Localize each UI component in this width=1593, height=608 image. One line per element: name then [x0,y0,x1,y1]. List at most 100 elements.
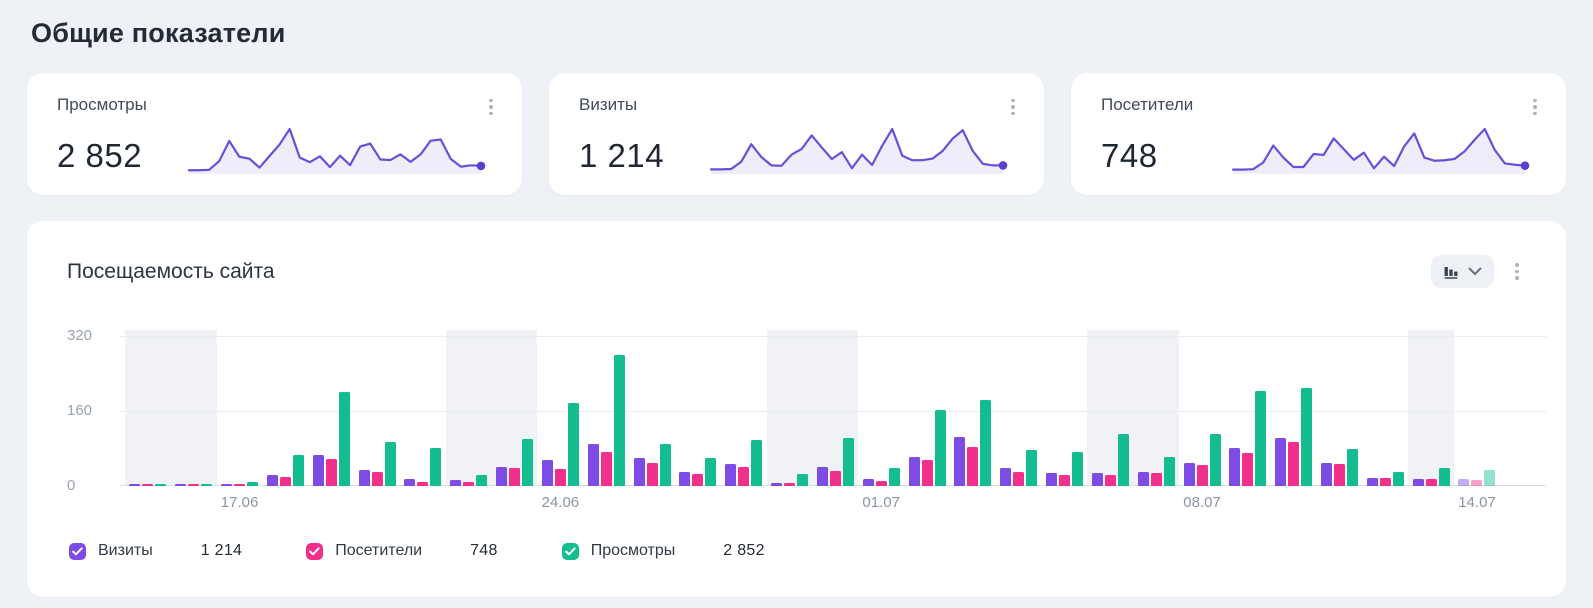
kebab-menu-icon[interactable] [1004,97,1022,117]
bar [1150,473,1162,486]
bar-group-17.06 [221,482,259,486]
bar [338,392,350,486]
bar [784,483,796,486]
bar [129,484,141,486]
bar [1137,471,1149,486]
chevron-down-icon [1468,267,1482,276]
bar-group-22.06 [450,475,488,486]
bar [725,464,737,486]
legend-visits-value: 1 214 [200,542,243,559]
bar [1484,470,1496,486]
bar-group-11.07 [1320,448,1358,486]
card-visitors-label: Посетители [1101,95,1194,114]
bar-group-13.07 [1412,468,1450,486]
chart-title: Посещаемость сайта [67,259,275,283]
checkbox-checked-icon[interactable] [69,542,86,560]
legend-item-visits[interactable]: Визиты 1 214 [69,542,242,560]
legend-views-label: Просмотры [590,542,676,559]
bar [201,483,213,486]
bar [875,480,887,486]
bar [476,475,488,486]
bar [1242,453,1254,486]
bar [371,471,383,486]
x-tick-label: 01.07 [862,494,900,511]
views-sparkline [187,127,486,174]
legend-visitors-label: Посетители [335,542,423,559]
x-tick-label: 14.07 [1458,494,1496,511]
bar [1046,473,1057,486]
kebab-menu-icon[interactable] [1526,97,1544,117]
bar [751,440,763,486]
bar [234,484,246,486]
bar-group-03.07 [954,400,992,486]
bar [554,469,566,486]
bar [142,484,154,486]
card-visits-value: 1 214 [579,137,665,174]
page-title: Общие показатели [31,18,286,48]
checkbox-checked-icon[interactable] [561,542,579,560]
legend-item-visitors[interactable]: Посетители 748 [306,542,497,560]
bar-group-24.06 [541,403,579,486]
bar [266,475,278,486]
bar [679,471,691,486]
bar [1275,438,1287,486]
chart-type-select[interactable] [1431,255,1494,288]
bar [567,403,579,486]
legend-views-value: 2 852 [723,542,765,559]
bar [659,444,671,486]
bar-group-21.06 [404,447,442,486]
bar [404,479,416,486]
kebab-menu-icon[interactable] [1508,262,1526,282]
summary-card-visitors: Посетители 748 [1071,73,1566,195]
bar [1013,471,1025,486]
kebab-menu-icon[interactable] [482,97,500,117]
bar-group-12.07 [1366,472,1404,486]
bar [1458,479,1470,486]
weekend-band [1408,330,1455,486]
bar [221,483,233,486]
bar-group-08.07 [1183,434,1221,486]
x-tick-label: 17.06 [220,494,259,511]
y-tick-label: 160 [67,402,93,419]
bar-group-09.07 [1229,391,1267,486]
bar [888,467,900,486]
bar [738,466,750,486]
bar-group-01.07 [862,467,900,486]
gridline [120,411,1546,412]
bar-group-04.07 [1000,449,1038,486]
bar [247,482,259,486]
bar [188,484,200,486]
bar [692,474,704,486]
legend-item-views[interactable]: Просмотры 2 852 [561,542,765,560]
bar [908,456,920,486]
summary-card-views: Просмотры 2 852 [27,73,522,195]
bar [1072,451,1083,486]
bar [1163,457,1175,486]
bar [1392,472,1404,486]
bar [279,477,291,486]
bar-group-26.06 [633,444,671,486]
y-tick-label: 0 [67,477,76,494]
bar-group-06.07 [1091,434,1129,486]
bar [175,484,187,486]
bar [1425,479,1437,486]
bar [1346,448,1358,486]
bar [587,444,599,486]
bar [1301,387,1313,486]
bar [1333,464,1345,486]
bar [1471,480,1483,486]
card-visits-label: Визиты [579,95,638,114]
bar [1209,434,1221,486]
weekend-band [445,330,492,486]
bar [1026,449,1038,486]
bar [1412,479,1424,486]
bar [1366,477,1378,486]
bar [430,447,442,486]
checkbox-checked-icon[interactable] [306,542,324,560]
bar-group-19.06 [312,392,350,486]
bar-group-20.06 [358,441,396,486]
weekend-band [125,330,171,486]
bar [1229,448,1241,486]
card-views-label: Просмотры [57,95,147,114]
